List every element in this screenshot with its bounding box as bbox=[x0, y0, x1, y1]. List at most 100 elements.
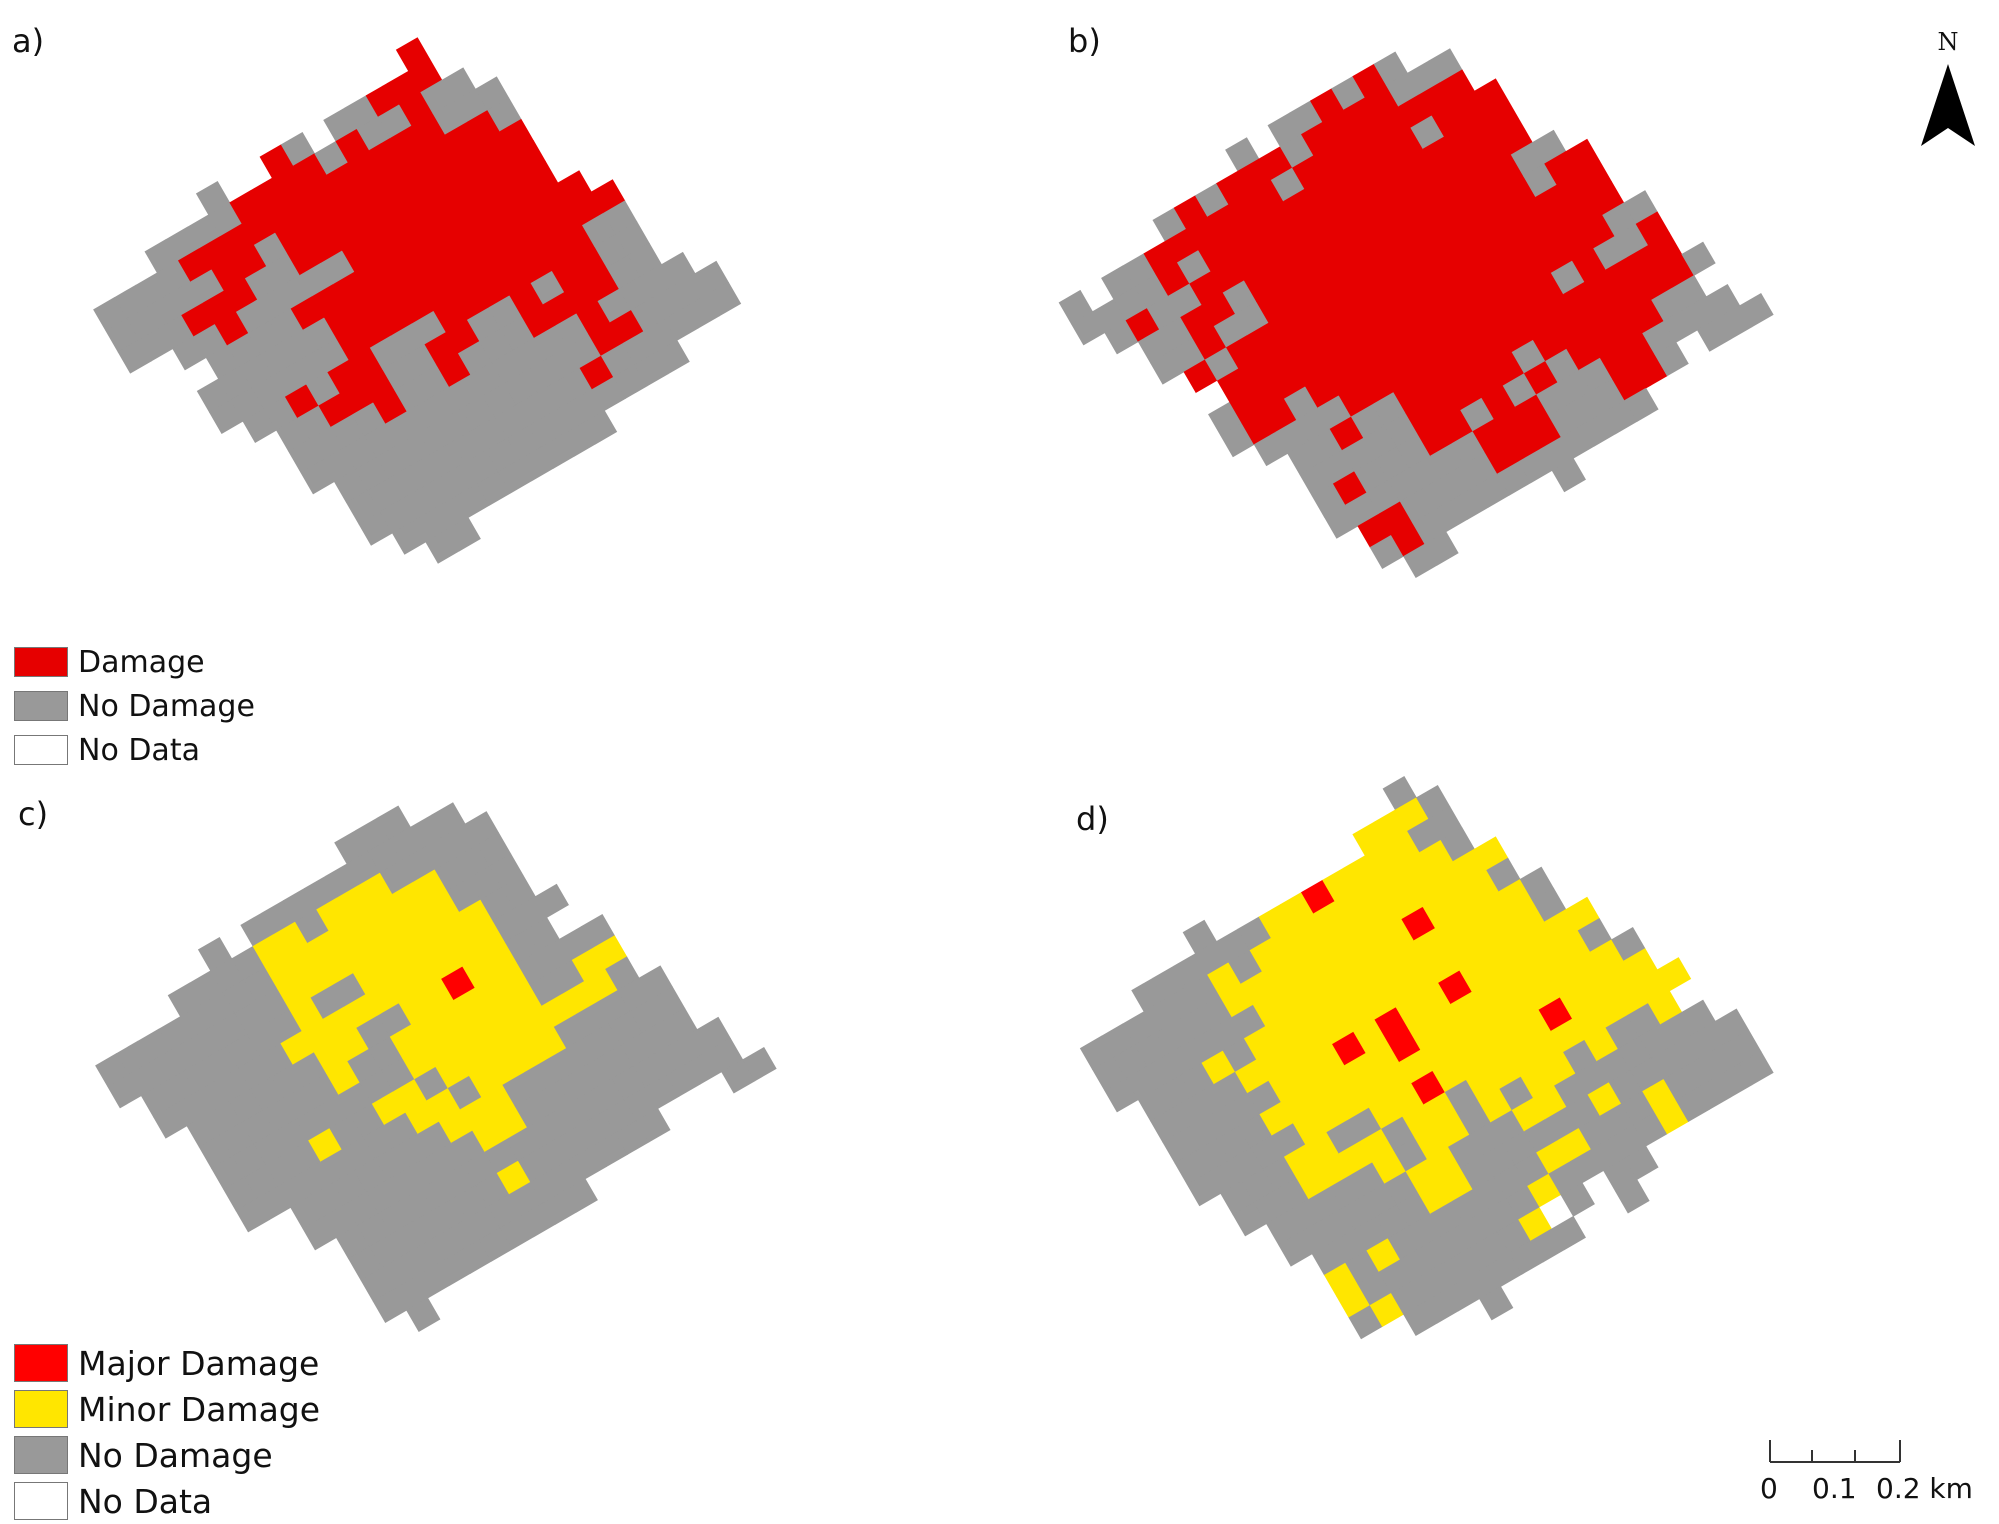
map-cell bbox=[1417, 422, 1453, 457]
map-cell bbox=[147, 293, 183, 328]
map-cell bbox=[1222, 280, 1257, 315]
map-cell bbox=[517, 950, 552, 986]
legend-label-damage: Damage bbox=[78, 644, 205, 680]
map-cell bbox=[1463, 1210, 1498, 1245]
map-cell bbox=[1389, 885, 1424, 920]
map-cell bbox=[1376, 864, 1412, 899]
map-cell bbox=[1572, 248, 1607, 283]
map-cell bbox=[1438, 212, 1473, 247]
map-cell bbox=[1159, 316, 1194, 352]
map-cell bbox=[274, 1118, 309, 1154]
map-cell bbox=[1070, 311, 1106, 346]
map-cell bbox=[1642, 320, 1677, 356]
map-cell bbox=[239, 353, 274, 389]
map-cell bbox=[1603, 399, 1638, 435]
map-cell bbox=[1462, 254, 1497, 289]
map-cell bbox=[369, 335, 405, 370]
map-cell bbox=[1217, 368, 1252, 403]
map-cell bbox=[1243, 267, 1279, 303]
map-cell bbox=[337, 884, 372, 919]
map-cell bbox=[420, 1176, 456, 1211]
map-cell bbox=[502, 1072, 537, 1107]
map-cell bbox=[515, 392, 551, 427]
map-cell bbox=[1171, 1096, 1206, 1131]
map-cell bbox=[1463, 452, 1498, 487]
map-cell bbox=[1159, 1074, 1194, 1110]
map-cell bbox=[1442, 464, 1477, 499]
map-cell bbox=[1527, 1173, 1562, 1208]
map-cell bbox=[428, 945, 464, 980]
map-cell bbox=[551, 1157, 586, 1192]
map-cell bbox=[1705, 284, 1741, 319]
map-cell bbox=[1416, 784, 1451, 820]
map-cell bbox=[388, 465, 423, 501]
map-cell bbox=[608, 1011, 643, 1046]
map-cell bbox=[1572, 1006, 1607, 1041]
map-cell bbox=[1481, 1143, 1516, 1178]
map-cell bbox=[226, 332, 262, 368]
map-cell bbox=[1168, 1041, 1203, 1076]
map-cell bbox=[1681, 241, 1716, 276]
map-cell bbox=[457, 143, 492, 178]
map-cell bbox=[261, 900, 296, 935]
map-cell bbox=[454, 286, 489, 321]
map-cell bbox=[1286, 243, 1321, 278]
map-cell bbox=[1271, 364, 1306, 400]
map-cell bbox=[1465, 309, 1501, 344]
map-cell bbox=[1347, 349, 1382, 384]
map-cell bbox=[1299, 1220, 1334, 1255]
map-cell bbox=[351, 204, 386, 239]
map-cell bbox=[557, 1069, 592, 1104]
map-cell bbox=[1672, 275, 1707, 310]
map-cell bbox=[596, 989, 631, 1025]
map-cell bbox=[496, 1160, 532, 1195]
map-cell bbox=[1344, 1052, 1379, 1088]
map-cell bbox=[1104, 320, 1139, 355]
map-cell bbox=[1417, 1180, 1453, 1215]
map-cell bbox=[237, 1055, 273, 1090]
map-cell bbox=[1125, 307, 1160, 343]
map-cell bbox=[193, 323, 228, 359]
map-cell bbox=[1380, 160, 1415, 196]
map-cell bbox=[427, 386, 463, 421]
map-cell bbox=[1238, 1113, 1273, 1149]
map-cell bbox=[622, 331, 657, 366]
map-cell bbox=[708, 1038, 744, 1073]
map-cell bbox=[1565, 138, 1600, 174]
map-cell bbox=[1192, 1083, 1227, 1119]
map-cell bbox=[1405, 1158, 1440, 1194]
map-cell bbox=[495, 962, 531, 998]
map-cell bbox=[1210, 1016, 1245, 1052]
map-cell bbox=[1483, 1000, 1519, 1035]
map-cell bbox=[271, 1064, 306, 1099]
map-cell bbox=[454, 1185, 489, 1220]
map-cell bbox=[422, 835, 457, 870]
map-cell bbox=[1517, 1009, 1552, 1044]
map-cell bbox=[1183, 1117, 1218, 1152]
map-cell bbox=[393, 1276, 429, 1311]
map-cell bbox=[456, 1042, 491, 1077]
map-cell bbox=[559, 926, 594, 961]
map-cell bbox=[1530, 1228, 1565, 1263]
map-cell bbox=[1171, 338, 1206, 373]
map-cell bbox=[1308, 1186, 1343, 1221]
map-cell bbox=[1535, 942, 1570, 977]
map-cell bbox=[1367, 139, 1403, 174]
map-cell bbox=[355, 817, 390, 853]
map-cell bbox=[1402, 346, 1437, 381]
map-cell bbox=[311, 283, 347, 319]
map-cell bbox=[1633, 354, 1668, 389]
map-cell bbox=[383, 914, 418, 950]
map-cell bbox=[1452, 848, 1488, 883]
map-cell bbox=[1403, 543, 1438, 578]
map-cell bbox=[1229, 389, 1264, 424]
map-cell bbox=[1718, 305, 1753, 340]
map-cell bbox=[687, 1050, 722, 1085]
map-cell bbox=[1368, 337, 1404, 372]
map-cell bbox=[1341, 240, 1376, 275]
map-cell bbox=[1393, 379, 1428, 414]
map-cell bbox=[664, 306, 699, 341]
map-cell bbox=[329, 216, 365, 252]
map-cell bbox=[1566, 336, 1601, 371]
map-cell bbox=[490, 152, 525, 187]
